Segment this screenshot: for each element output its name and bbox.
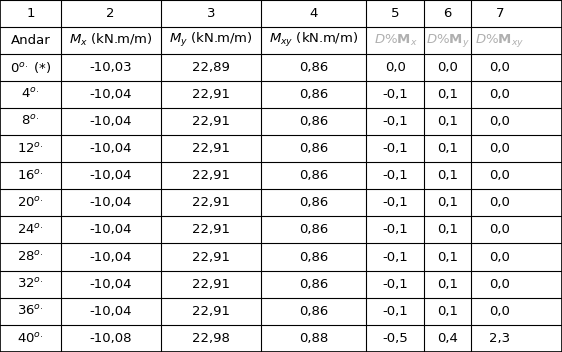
Text: 0,86: 0,86	[299, 251, 328, 264]
Text: 0,86: 0,86	[299, 115, 328, 128]
Text: -10,04: -10,04	[89, 224, 132, 237]
Text: -0,5: -0,5	[383, 332, 408, 345]
Text: 0,1: 0,1	[437, 88, 458, 101]
Text: 0,1: 0,1	[437, 278, 458, 291]
Text: 22,91: 22,91	[192, 224, 230, 237]
Text: 0,0: 0,0	[490, 142, 510, 155]
Text: 0,1: 0,1	[437, 224, 458, 237]
Text: 0,4: 0,4	[437, 332, 458, 345]
Text: -0,1: -0,1	[383, 224, 408, 237]
Text: -0,1: -0,1	[383, 305, 408, 318]
Text: 22,98: 22,98	[192, 332, 230, 345]
Text: -10,08: -10,08	[89, 332, 132, 345]
Text: 0,0: 0,0	[490, 88, 510, 101]
Text: -0,1: -0,1	[383, 251, 408, 264]
Text: 0,1: 0,1	[437, 196, 458, 209]
Text: -0,1: -0,1	[383, 142, 408, 155]
Text: 22,91: 22,91	[192, 278, 230, 291]
Text: 22,91: 22,91	[192, 169, 230, 182]
Text: 0,0: 0,0	[490, 278, 510, 291]
Text: -10,04: -10,04	[89, 88, 132, 101]
Text: 22,91: 22,91	[192, 196, 230, 209]
Text: 0,0: 0,0	[437, 61, 458, 74]
Text: -10,04: -10,04	[89, 278, 132, 291]
Text: 7: 7	[496, 7, 504, 20]
Text: 0,0: 0,0	[490, 61, 510, 74]
Text: 0,0: 0,0	[490, 224, 510, 237]
Text: 16$^{o.}$: 16$^{o.}$	[17, 169, 44, 183]
Text: 22,91: 22,91	[192, 251, 230, 264]
Text: -10,04: -10,04	[89, 305, 132, 318]
Text: 22,91: 22,91	[192, 142, 230, 155]
Text: 22,91: 22,91	[192, 88, 230, 101]
Text: -10,04: -10,04	[89, 142, 132, 155]
Text: 4: 4	[310, 7, 318, 20]
Text: 0,0: 0,0	[490, 305, 510, 318]
Text: 2: 2	[106, 7, 115, 20]
Text: 32$^{o.}$: 32$^{o.}$	[17, 277, 44, 291]
Text: 6: 6	[443, 7, 452, 20]
Text: -0,1: -0,1	[383, 196, 408, 209]
Text: -0,1: -0,1	[383, 169, 408, 182]
Text: 0,1: 0,1	[437, 142, 458, 155]
Text: 0,0: 0,0	[385, 61, 406, 74]
Text: 3: 3	[206, 7, 215, 20]
Text: 0,1: 0,1	[437, 169, 458, 182]
Text: 0,1: 0,1	[437, 115, 458, 128]
Text: -10,04: -10,04	[89, 196, 132, 209]
Text: $M_x$ (kN.m/m): $M_x$ (kN.m/m)	[69, 32, 153, 48]
Text: 20$^{o.}$: 20$^{o.}$	[17, 196, 44, 210]
Text: 0,0: 0,0	[490, 196, 510, 209]
Text: 22,91: 22,91	[192, 305, 230, 318]
Text: 0$^{o.}$ (*): 0$^{o.}$ (*)	[10, 59, 51, 75]
Text: -10,04: -10,04	[89, 251, 132, 264]
Text: 36$^{o.}$: 36$^{o.}$	[17, 304, 44, 318]
Text: 40$^{o.}$: 40$^{o.}$	[17, 332, 44, 345]
Text: 0,86: 0,86	[299, 278, 328, 291]
Text: $M_y$ (kN.m/m): $M_y$ (kN.m/m)	[169, 31, 253, 49]
Text: 0,0: 0,0	[490, 115, 510, 128]
Text: 0,86: 0,86	[299, 61, 328, 74]
Text: $D\%\mathbf{M}_{y}$: $D\%\mathbf{M}_{y}$	[426, 32, 469, 49]
Text: 24$^{o.}$: 24$^{o.}$	[17, 223, 44, 237]
Text: 0,86: 0,86	[299, 224, 328, 237]
Text: -0,1: -0,1	[383, 88, 408, 101]
Text: 28$^{o.}$: 28$^{o.}$	[17, 250, 44, 264]
Text: 0,88: 0,88	[299, 332, 328, 345]
Text: 0,0: 0,0	[490, 169, 510, 182]
Text: 12$^{o.}$: 12$^{o.}$	[17, 142, 44, 156]
Text: 0,1: 0,1	[437, 305, 458, 318]
Text: 22,89: 22,89	[192, 61, 230, 74]
Text: -10,04: -10,04	[89, 169, 132, 182]
Text: -0,1: -0,1	[383, 115, 408, 128]
Text: 0,86: 0,86	[299, 88, 328, 101]
Text: -10,04: -10,04	[89, 115, 132, 128]
Text: 1: 1	[26, 7, 35, 20]
Text: -10,03: -10,03	[89, 61, 132, 74]
Text: $D\%\mathbf{M}_{x}$: $D\%\mathbf{M}_{x}$	[374, 33, 417, 48]
Text: $M_{xy}$ (kN.m/m): $M_{xy}$ (kN.m/m)	[269, 31, 358, 49]
Text: 22,91: 22,91	[192, 115, 230, 128]
Text: 5: 5	[391, 7, 400, 20]
Text: 0,0: 0,0	[490, 251, 510, 264]
Text: 0,86: 0,86	[299, 169, 328, 182]
Text: 2,3: 2,3	[490, 332, 510, 345]
Text: 8$^{o.}$: 8$^{o.}$	[21, 114, 39, 128]
Text: 0,86: 0,86	[299, 305, 328, 318]
Text: 0,86: 0,86	[299, 196, 328, 209]
Text: -0,1: -0,1	[383, 278, 408, 291]
Text: 0,1: 0,1	[437, 251, 458, 264]
Text: 0,86: 0,86	[299, 142, 328, 155]
Text: $D\%\mathbf{M}_{xy}$: $D\%\mathbf{M}_{xy}$	[475, 32, 524, 49]
Text: 4$^{o.}$: 4$^{o.}$	[21, 87, 39, 101]
Text: Andar: Andar	[11, 34, 50, 46]
